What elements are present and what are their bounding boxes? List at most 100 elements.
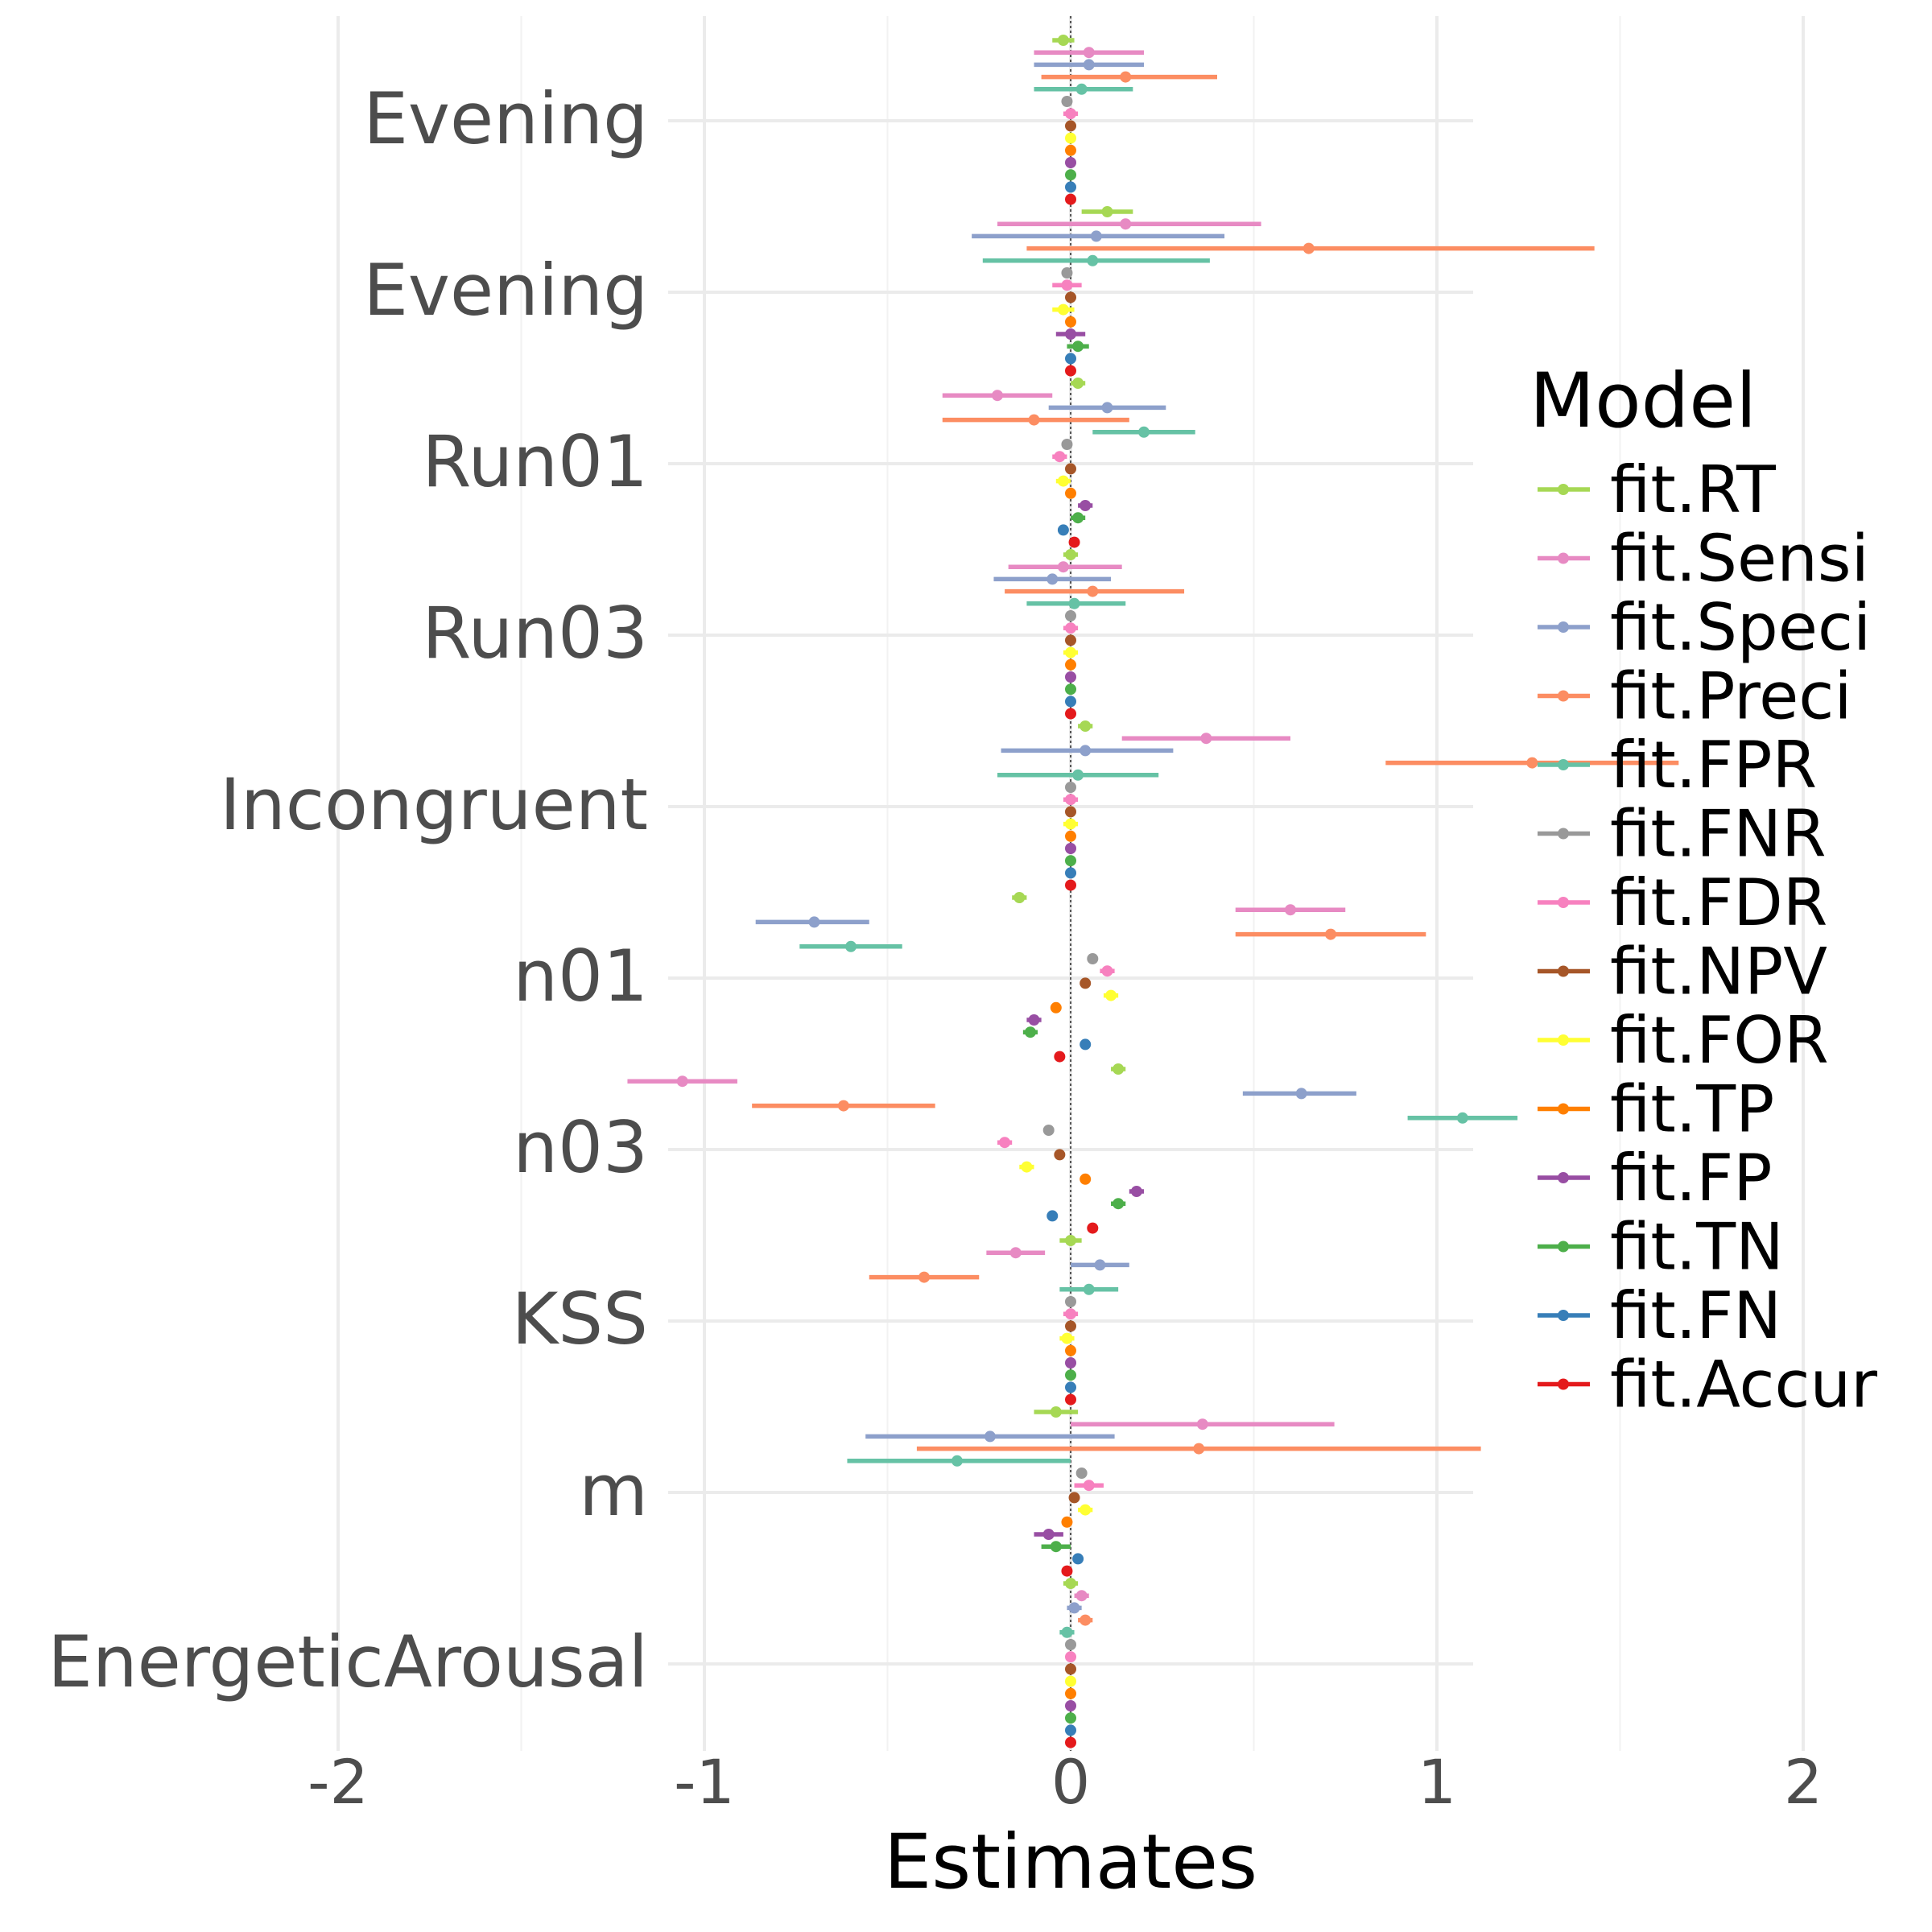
estimate-point <box>808 916 820 928</box>
estimate-point <box>1075 83 1088 95</box>
estimate-point <box>1087 1222 1099 1234</box>
estimate-point <box>1065 1736 1076 1748</box>
legend-key-point <box>1558 1172 1569 1183</box>
estimate-point <box>1009 1247 1022 1259</box>
estimate-point <box>1101 206 1113 217</box>
estimate-point <box>1065 120 1076 132</box>
estimate-point <box>1050 1541 1062 1553</box>
estimate-point <box>1061 1565 1073 1577</box>
estimate-point <box>676 1075 688 1088</box>
category-label: n01 <box>513 935 648 1018</box>
estimate-point <box>1080 1173 1092 1185</box>
estimate-point <box>1526 757 1538 769</box>
estimate-point <box>1105 989 1117 1001</box>
estimate-point <box>1057 475 1069 487</box>
estimate-point <box>1065 487 1076 499</box>
series-fit-Sensi <box>627 47 1346 1602</box>
estimate-point <box>1065 696 1076 708</box>
estimate-point <box>1068 536 1080 548</box>
x-tick-label: 2 <box>1784 1746 1823 1818</box>
legend-label: fit.RT <box>1610 452 1777 527</box>
estimate-point <box>1054 451 1066 463</box>
legend-key-point <box>1558 1034 1569 1046</box>
estimate-point <box>1054 1149 1066 1161</box>
category-label: Run03 <box>422 592 648 675</box>
estimate-point <box>1072 1553 1084 1565</box>
legend-key-point <box>1558 690 1569 702</box>
estimate-point <box>1087 953 1099 964</box>
estimate-point <box>1065 1724 1076 1736</box>
estimate-point <box>1065 193 1076 205</box>
estimate-point <box>1302 242 1315 254</box>
estimate-point <box>1065 1578 1076 1589</box>
legend: Model fit.RTfit.Sensifit.Specifit.Precif… <box>1530 357 1877 1422</box>
category-label: KSS <box>512 1278 648 1360</box>
legend-key-point <box>1558 1103 1569 1115</box>
legend-key-point <box>1558 965 1569 977</box>
estimate-point <box>951 1455 963 1467</box>
estimate-point <box>1057 35 1069 46</box>
category-label: EnergeticArousal <box>47 1620 648 1703</box>
estimate-point <box>845 940 857 952</box>
estimate-point <box>1295 1088 1307 1100</box>
estimate-point <box>1046 573 1059 585</box>
legend-key-point <box>1558 552 1569 564</box>
legend-item: fit.TP <box>1538 1072 1774 1147</box>
estimate-marks <box>627 35 1679 1748</box>
legend-label: fit.NPV <box>1610 935 1827 1009</box>
estimate-point <box>1138 426 1150 438</box>
estimate-point <box>1065 1687 1076 1699</box>
estimate-point <box>1065 316 1076 328</box>
estimate-point <box>1065 291 1076 303</box>
legend-key-point <box>1558 1310 1569 1321</box>
estimate-point <box>1065 328 1076 340</box>
legend-key-point <box>1558 1378 1569 1390</box>
legend-label: fit.FP <box>1610 1141 1772 1216</box>
series-fit-FP <box>1026 157 1144 1711</box>
estimate-point <box>1120 218 1132 230</box>
estimate-point <box>1456 1112 1468 1124</box>
estimate-point <box>1024 1026 1036 1038</box>
legend-label: fit.FPR <box>1610 728 1817 803</box>
estimate-point <box>1057 524 1069 536</box>
legend-items: fit.RTfit.Sensifit.Specifit.Precifit.FPR… <box>1538 452 1877 1422</box>
estimate-point <box>837 1100 849 1112</box>
estimate-point <box>1083 1283 1095 1295</box>
estimate-point <box>1083 59 1095 71</box>
estimate-point <box>1065 658 1076 671</box>
estimate-point <box>1065 1639 1076 1650</box>
estimate-point <box>1087 585 1099 597</box>
category-labels: Evening Evening Run01 Run03 Incongruent n01 n0… <box>47 77 648 1703</box>
estimate-point <box>1065 622 1076 634</box>
estimate-point <box>1013 892 1026 903</box>
estimate-point <box>1065 1296 1076 1307</box>
estimate-point <box>1065 782 1076 793</box>
legend-item: fit.TN <box>1538 1210 1784 1285</box>
estimate-point <box>1083 47 1095 59</box>
estimate-point <box>992 390 1003 402</box>
estimate-point <box>1068 597 1080 609</box>
estimate-point <box>1065 879 1076 891</box>
estimate-point <box>1065 1320 1076 1332</box>
estimate-point <box>1061 267 1073 279</box>
estimate-point <box>1065 1712 1076 1724</box>
estimate-point <box>1196 1418 1208 1430</box>
estimate-point <box>1101 965 1113 977</box>
estimate-point <box>1028 414 1040 426</box>
estimate-point <box>1065 1381 1076 1393</box>
estimate-point <box>1057 561 1069 573</box>
legend-item: fit.Sensi <box>1538 522 1869 597</box>
estimate-point <box>1094 1259 1106 1271</box>
estimate-point <box>1065 634 1076 646</box>
legend-title: Model <box>1530 357 1757 445</box>
x-tick-label: 0 <box>1051 1746 1090 1818</box>
legend-key-point <box>1558 759 1569 770</box>
estimate-point <box>1065 867 1076 879</box>
estimate-point <box>1065 610 1076 621</box>
estimate-point <box>1061 1626 1073 1638</box>
series-fit-RT <box>1012 35 1133 1589</box>
estimate-point <box>1065 1369 1076 1381</box>
estimate-point <box>1065 1357 1076 1368</box>
series-fit-Accur <box>1054 193 1099 1748</box>
